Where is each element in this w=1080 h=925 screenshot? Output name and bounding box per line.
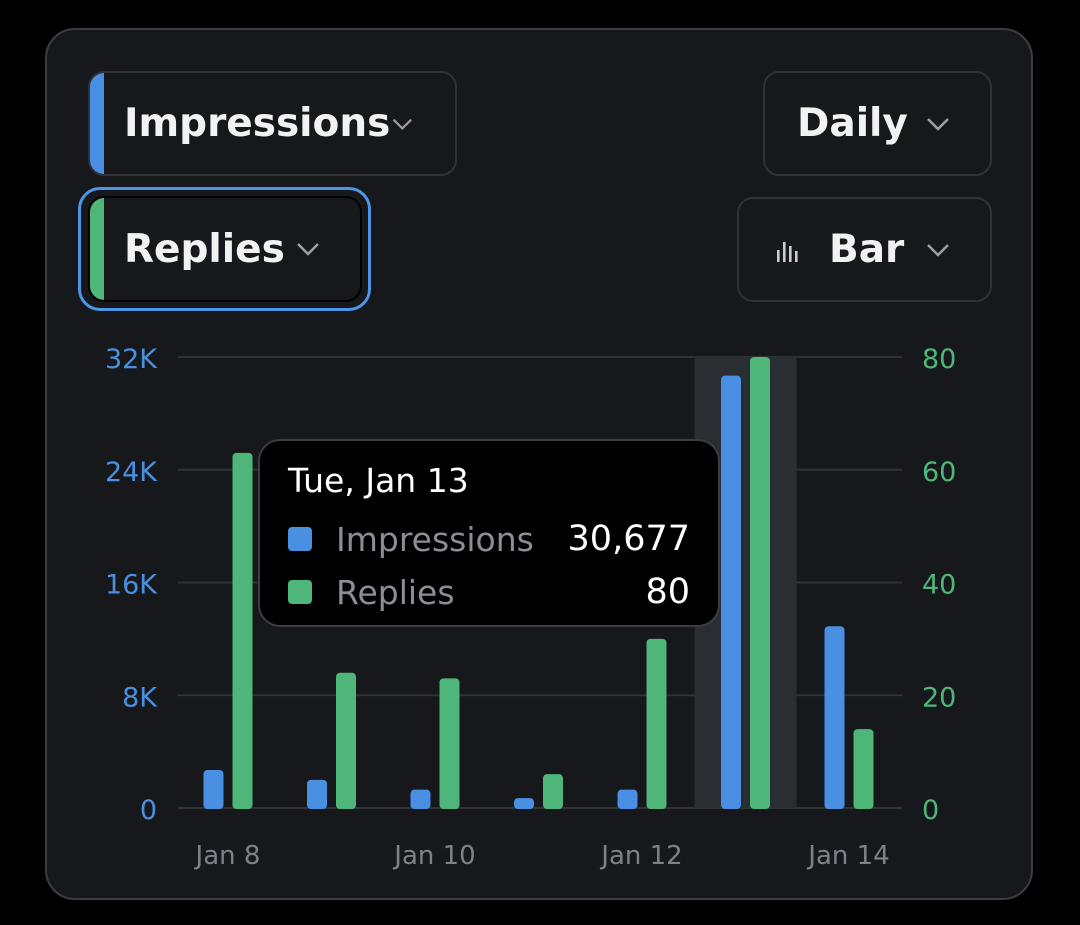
metric2-color-stripe	[90, 198, 104, 300]
metric1-color-stripe	[90, 73, 104, 174]
impressions-bar	[824, 626, 845, 809]
chevron-down-icon	[393, 118, 413, 130]
y-right-tick-label: 20	[922, 682, 956, 713]
x-tick-label: Jan 12	[599, 841, 682, 871]
y-right-tick-label: 60	[922, 457, 956, 488]
metric2-dropdown[interactable]: Replies	[88, 196, 362, 302]
replies-bar	[543, 774, 563, 809]
y-right-tick-label: 80	[922, 344, 956, 375]
y-left-tick-label: 32K	[105, 344, 158, 375]
replies-swatch	[288, 580, 312, 604]
y-right-tick-label: 40	[922, 570, 956, 601]
replies-bar	[232, 452, 253, 809]
chart-tooltip: Tue, Jan 13 Impressions 30,677 Replies 8…	[258, 439, 720, 627]
metric2-label: Replies	[124, 226, 285, 272]
tooltip-value: 30,677	[567, 519, 690, 559]
y-left-tick-label: 16K	[105, 570, 158, 601]
metric1-label: Impressions	[124, 101, 391, 146]
chevron-down-icon	[927, 117, 949, 131]
y-left-tick-label: 24K	[105, 457, 158, 488]
tooltip-row-replies: Replies 80	[288, 570, 690, 614]
y-left-tick-label: 8K	[122, 682, 158, 713]
period-label: Daily	[797, 101, 908, 146]
impressions-bar	[410, 789, 431, 809]
bar-chart-icon	[777, 241, 798, 262]
impressions-bar	[721, 375, 741, 809]
period-dropdown[interactable]: Daily	[763, 71, 992, 176]
x-tick-label: Jan 8	[194, 841, 261, 871]
tooltip-row-impressions: Impressions 30,677	[288, 517, 690, 561]
tooltip-date: Tue, Jan 13	[288, 461, 469, 500]
replies-bar	[646, 638, 667, 809]
y-right-tick-label: 0	[922, 795, 939, 826]
replies-bar	[336, 672, 356, 809]
chart-type-dropdown[interactable]: Bar	[737, 197, 992, 302]
impressions-bar	[307, 779, 327, 809]
tooltip-label: Replies	[336, 572, 455, 612]
y-left-tick-label: 0	[140, 795, 157, 826]
impressions-bar	[203, 769, 224, 809]
chevron-down-icon	[297, 243, 319, 256]
x-tick-label: Jan 14	[806, 841, 889, 871]
replies-bar	[439, 678, 460, 809]
tooltip-label: Impressions	[336, 519, 534, 559]
x-tick-label: Jan 10	[392, 841, 475, 871]
impressions-bar	[617, 789, 638, 809]
replies-bar	[853, 729, 874, 809]
impressions-swatch	[288, 527, 312, 551]
chevron-down-icon	[927, 243, 949, 257]
chart-type-label: Bar	[829, 227, 905, 272]
metric1-dropdown[interactable]: Impressions	[88, 71, 457, 176]
replies-bar	[750, 357, 770, 809]
metric2-focus-ring	[78, 187, 371, 311]
tooltip-value: 80	[645, 572, 690, 612]
impressions-bar	[514, 798, 534, 809]
